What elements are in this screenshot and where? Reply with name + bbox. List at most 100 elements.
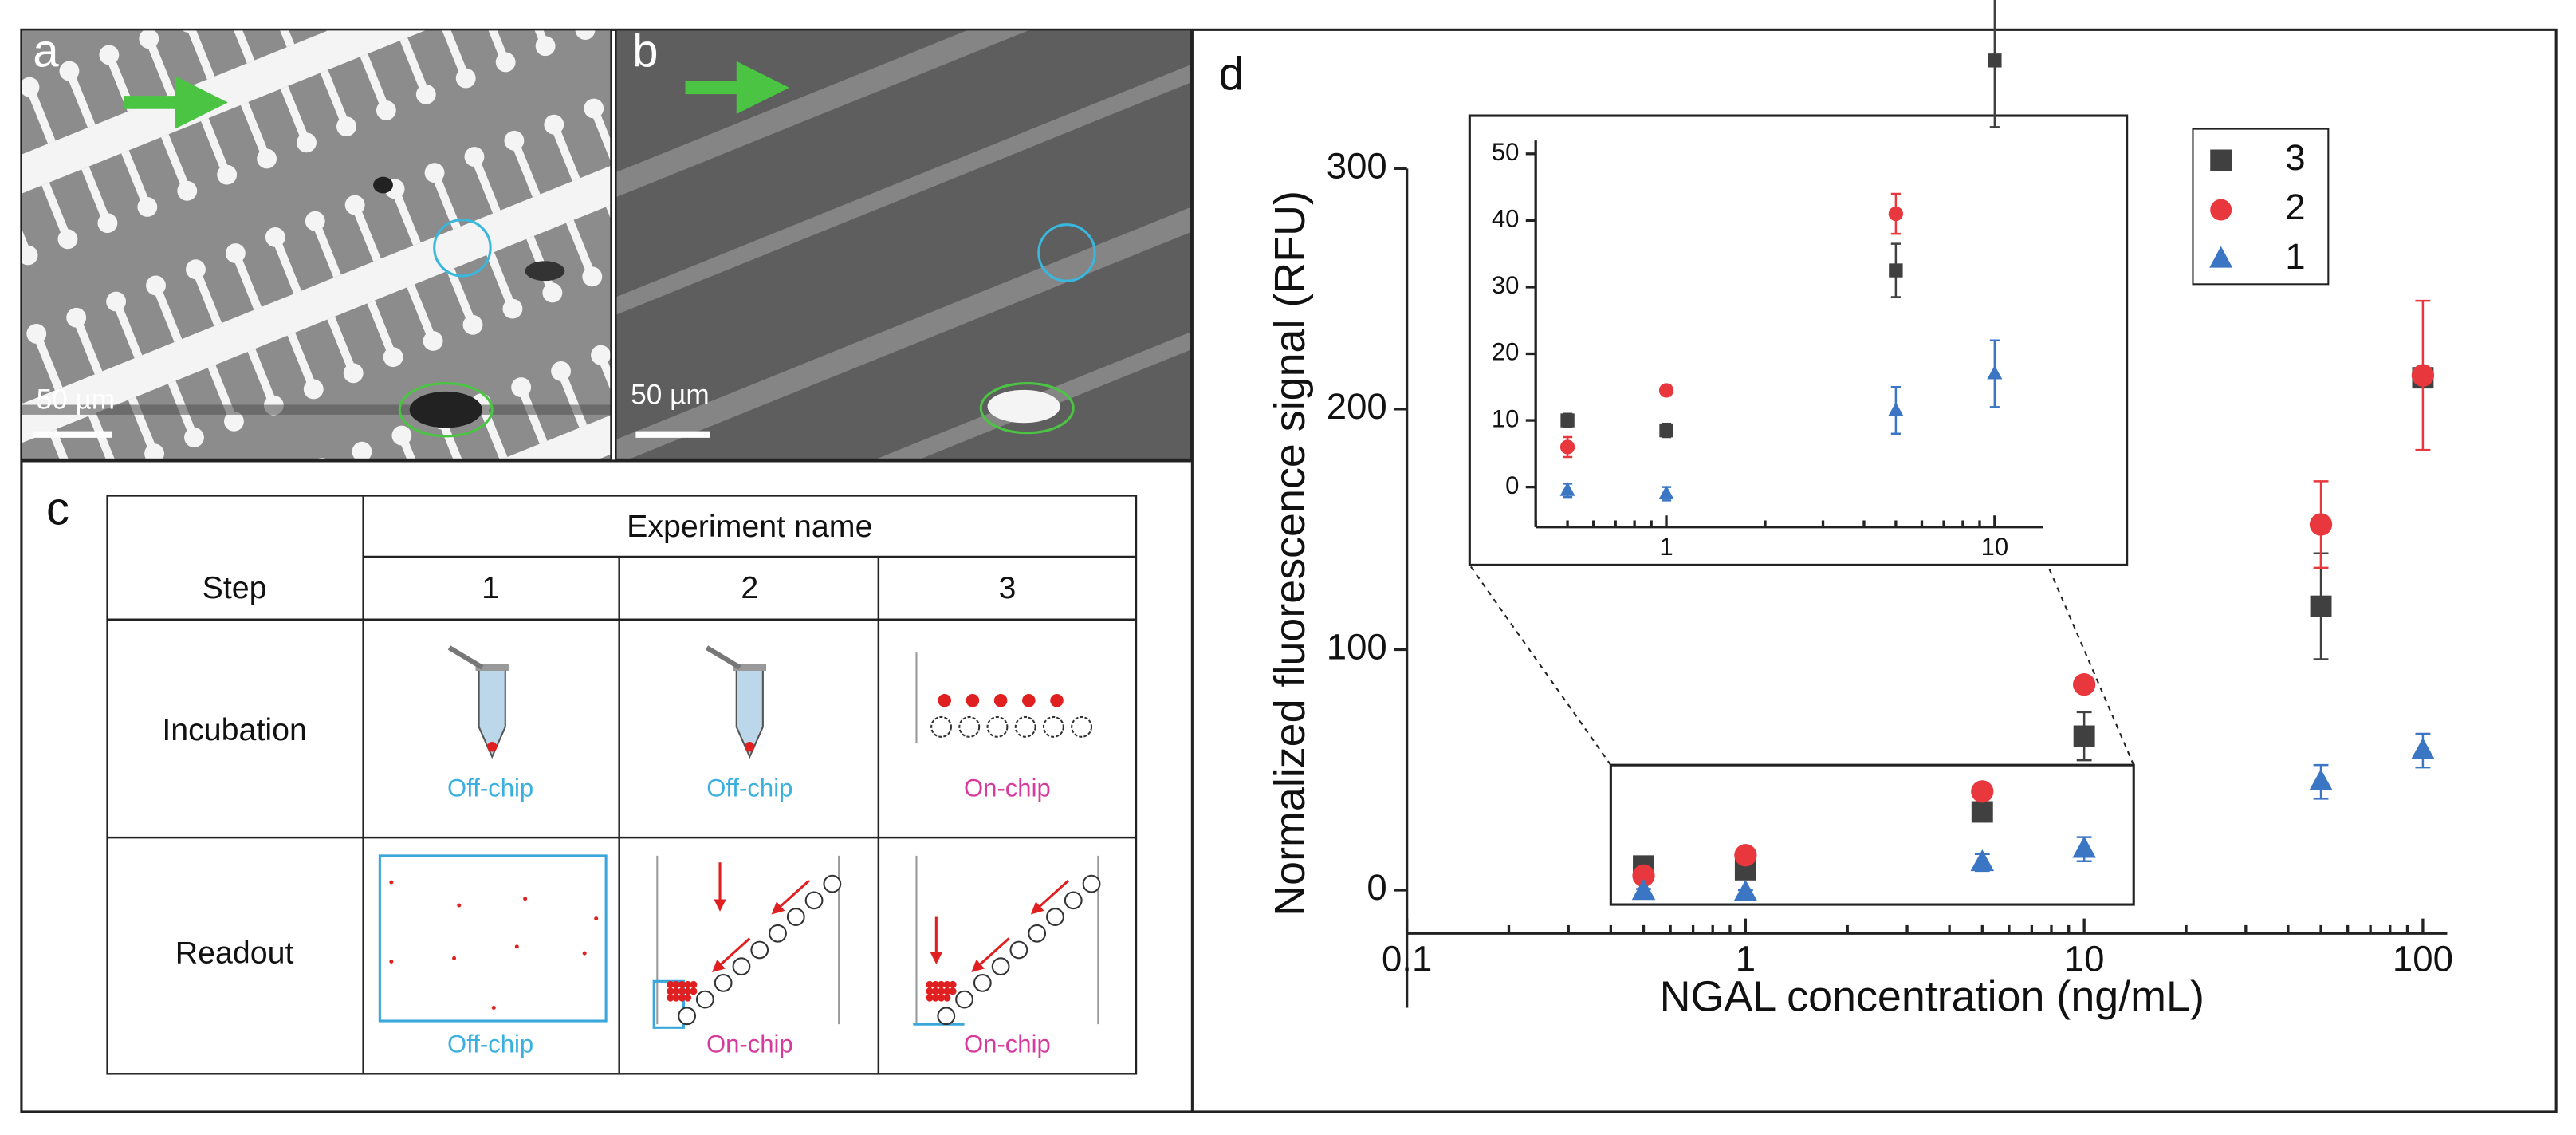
electrode-post — [551, 126, 580, 182]
cluster — [678, 987, 686, 995]
electrode-tip — [66, 307, 87, 328]
region-circle — [433, 218, 492, 278]
row-label: Incubation — [162, 712, 307, 747]
electrode-post — [454, 514, 482, 569]
electrode-tip — [462, 314, 483, 335]
chart: 0 100 200 300 0.1 1 10 100 0 10 20 30 40 50 1 10 3 2 1 — [1327, 0, 2453, 1008]
electrode-tip — [106, 291, 127, 312]
electrode-post — [240, 101, 269, 158]
arrow — [971, 937, 1010, 972]
bead — [678, 1007, 696, 1026]
table-cell: Off-chip — [706, 774, 792, 802]
on-chip-icon — [915, 652, 1093, 744]
electrode-tip — [387, 591, 413, 617]
electrode-tip — [224, 411, 244, 432]
electrode-post — [446, 268, 476, 324]
table-column: 2 — [741, 570, 758, 605]
micrograph-b — [615, 30, 1191, 459]
electrode-tip — [546, 526, 572, 552]
electrode-tip — [391, 425, 412, 446]
marker — [1988, 53, 2002, 68]
electrode-post — [186, 30, 215, 80]
inset-y-tick-label: 40 — [1492, 205, 1520, 233]
marker — [1734, 844, 1757, 867]
electrode-post — [367, 300, 396, 356]
electrode-tip — [57, 229, 78, 250]
marker — [1733, 879, 1758, 901]
bead — [1064, 891, 1083, 910]
panel-label: d — [1219, 49, 1245, 100]
electrode-post — [533, 483, 562, 538]
bead — [804, 891, 824, 910]
bead — [973, 974, 992, 992]
electrode-tip — [0, 90, 2, 116]
arrow — [712, 937, 751, 972]
bead — [823, 874, 842, 893]
electrode-tip — [30, 567, 56, 593]
electrode-post — [494, 499, 522, 554]
electrode-tip — [225, 243, 246, 263]
bead — [958, 715, 981, 738]
protein — [993, 693, 1008, 707]
electrode-tip — [303, 379, 324, 400]
row-label: Readout — [175, 936, 294, 971]
legend-label: 1 — [2285, 236, 2305, 277]
electrode-tip — [343, 363, 364, 384]
electrode-tip — [99, 45, 120, 65]
electrode-post — [439, 30, 469, 77]
cluster — [926, 994, 934, 1002]
table-cell: On-chip — [706, 1030, 793, 1058]
electrode-post — [327, 316, 356, 372]
bead — [1042, 715, 1064, 738]
electrode-post — [136, 644, 164, 699]
electrode-post — [439, 420, 468, 459]
electrode-tip — [535, 36, 556, 57]
electrode-tip — [507, 542, 533, 568]
electrode-band — [21, 30, 612, 295]
electrode-post — [240, 502, 269, 557]
micrograph-frame — [20, 29, 612, 460]
electrode-tip — [70, 551, 96, 577]
electrode-tip — [0, 337, 10, 362]
table-header: Experiment name — [627, 509, 872, 544]
inset-y-tick-label: 20 — [1492, 338, 1520, 366]
y-tick-label: 300 — [1327, 145, 1387, 186]
table-column: 1 — [482, 570, 499, 605]
panel-label: b — [632, 26, 658, 77]
electrode-post — [81, 166, 111, 222]
readout-icon — [652, 855, 842, 1029]
table-cell: On-chip — [964, 774, 1051, 802]
cluster — [667, 980, 674, 989]
cluster — [938, 987, 946, 995]
electrode-tip — [69, 719, 94, 745]
electrode-tip — [139, 30, 159, 49]
electrode-post — [1, 598, 29, 653]
electrode-post — [226, 30, 255, 64]
electrode-post — [518, 388, 548, 444]
marker — [1632, 864, 1655, 888]
electrode-tip — [352, 441, 372, 459]
cluster — [684, 980, 692, 989]
cluster — [690, 987, 698, 995]
x-tick-label: 10 — [2064, 939, 2105, 979]
electrode-post — [599, 0, 627, 13]
y-axis-label: Normalized fluorescence signal (RFU) — [1266, 191, 1314, 916]
cluster — [672, 980, 680, 989]
cluster — [949, 980, 957, 989]
electrode-tip — [376, 100, 396, 120]
electrode-post — [280, 85, 309, 141]
electrode-post — [479, 30, 509, 61]
marker — [2411, 364, 2435, 387]
electrode-post — [0, 707, 5, 763]
zoom-box — [1609, 763, 2135, 906]
electrode-tip — [257, 148, 277, 169]
electrode-tip — [612, 1, 638, 26]
marker — [1631, 878, 1656, 901]
zoom-connector — [1469, 564, 1612, 766]
cluster — [678, 994, 686, 1002]
inset-y-tick-label: 30 — [1492, 271, 1520, 299]
table-cell: Off-chip — [447, 774, 533, 802]
electrode-tip — [230, 487, 255, 513]
protein — [966, 693, 980, 707]
